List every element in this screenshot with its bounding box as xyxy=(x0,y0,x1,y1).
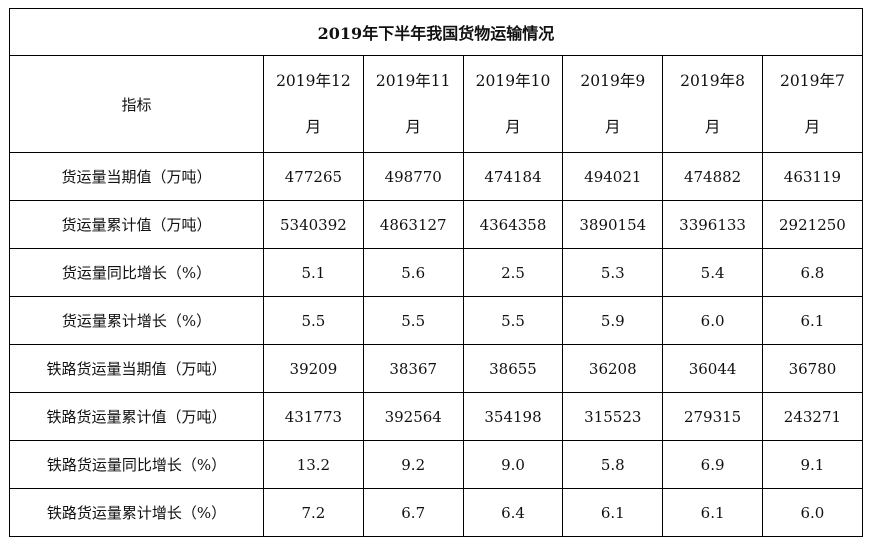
freight-table: 2019年下半年我国货物运输情况 指标 2019年12 月 2019年11 月 20… xyxy=(9,8,863,537)
table-cell: 431773 xyxy=(263,392,364,441)
table-cell: 39209 xyxy=(263,344,364,393)
table-cell: 6.0 xyxy=(662,296,763,345)
table-cell: 6.7 xyxy=(362,488,464,537)
table-cell: 2921250 xyxy=(761,200,863,249)
month-header-line2: 月 xyxy=(305,118,322,136)
table-cell: 9.0 xyxy=(462,440,564,489)
month-header-line2: 月 xyxy=(605,118,621,136)
table-cell: 392564 xyxy=(362,392,464,441)
table-cell: 474882 xyxy=(662,152,763,201)
table-cell: 5.4 xyxy=(662,248,763,297)
table-cell: 5.3 xyxy=(562,248,664,297)
row-label: 铁路货运量当期值（万吨） xyxy=(9,344,264,393)
month-header: 2019年11 月 xyxy=(362,55,464,153)
month-header: 2019年7 月 xyxy=(761,55,863,153)
table-cell: 463119 xyxy=(761,152,863,201)
table-cell: 3396133 xyxy=(662,200,763,249)
row-label: 铁路货运量累计值（万吨） xyxy=(9,392,264,441)
table-row: 货运量累计值（万吨） 5340392 4863127 4364358 3890154 33… xyxy=(9,200,863,249)
row-label: 货运量累计增长（%） xyxy=(9,296,264,345)
table-cell: 38367 xyxy=(362,344,464,393)
table-cell: 6.8 xyxy=(761,248,863,297)
month-header-line2: 月 xyxy=(804,118,821,136)
row-label: 铁路货运量同比增长（%） xyxy=(9,440,264,489)
table-cell: 4364358 xyxy=(462,200,564,249)
month-header-line1: 2019年8 xyxy=(680,72,745,90)
table-cell: 477265 xyxy=(263,152,364,201)
table-cell: 5.6 xyxy=(362,248,464,297)
table-title: 2019年下半年我国货物运输情况 xyxy=(9,8,863,56)
month-header-line1: 2019年12 xyxy=(276,72,351,90)
table-row: 铁路货运量当期值（万吨） 39209 38367 38655 36208 36044 367… xyxy=(9,344,863,393)
table-cell: 9.1 xyxy=(761,440,863,489)
table-cell: 36044 xyxy=(662,344,763,393)
table-cell: 4863127 xyxy=(362,200,464,249)
table-cell: 5.8 xyxy=(562,440,664,489)
table-cell: 243271 xyxy=(761,392,863,441)
table-cell: 38655 xyxy=(462,344,564,393)
month-header-line1: 2019年9 xyxy=(580,72,646,90)
table-row: 货运量累计增长（%） 5.5 5.5 5.5 5.9 6.0 6.1 xyxy=(9,296,863,345)
table-cell: 6.0 xyxy=(761,488,863,537)
month-header-line1: 2019年7 xyxy=(780,72,845,90)
freight-table-container: 2019年下半年我国货物运输情况 指标 2019年12 月 2019年11 月 20… xyxy=(9,8,863,537)
month-header-line1: 2019年11 xyxy=(375,72,451,90)
table-row: 铁路货运量累计值（万吨） 431773 392564 354198 315523 2793… xyxy=(9,392,863,441)
table-cell: 6.1 xyxy=(761,296,863,345)
table-cell: 474184 xyxy=(462,152,564,201)
month-header: 2019年10 月 xyxy=(462,55,564,153)
table-cell: 13.2 xyxy=(263,440,364,489)
table-cell: 5.5 xyxy=(362,296,464,345)
table-cell: 3890154 xyxy=(562,200,664,249)
month-header: 2019年8 月 xyxy=(662,55,763,153)
table-cell: 9.2 xyxy=(362,440,464,489)
table-cell: 5.5 xyxy=(263,296,364,345)
table-cell: 6.1 xyxy=(562,488,664,537)
table-cell: 6.9 xyxy=(662,440,763,489)
month-header-line2: 月 xyxy=(505,118,521,136)
table-cell: 5.1 xyxy=(263,248,364,297)
table-cell: 354198 xyxy=(462,392,564,441)
month-header-line1: 2019年10 xyxy=(475,72,551,90)
row-label: 货运量同比增长（%） xyxy=(9,248,264,297)
indicator-header: 指标 xyxy=(9,55,264,153)
table-row: 货运量当期值（万吨） 477265 498770 474184 494021 474882… xyxy=(9,152,863,201)
table-row: 货运量同比增长（%） 5.1 5.6 2.5 5.3 5.4 6.8 xyxy=(9,248,863,297)
table-cell: 2.5 xyxy=(462,248,564,297)
table-cell: 5340392 xyxy=(263,200,364,249)
row-label: 货运量累计值（万吨） xyxy=(9,200,264,249)
table-cell: 279315 xyxy=(662,392,763,441)
table-cell: 6.4 xyxy=(462,488,564,537)
row-label: 货运量当期值（万吨） xyxy=(9,152,264,201)
table-cell: 494021 xyxy=(562,152,664,201)
month-header-line2: 月 xyxy=(704,118,721,136)
table-title-row: 2019年下半年我国货物运输情况 xyxy=(9,8,863,56)
row-label: 铁路货运量累计增长（%） xyxy=(9,488,264,537)
month-header: 2019年9 月 xyxy=(562,55,664,153)
month-header-line2: 月 xyxy=(405,118,421,136)
table-cell: 498770 xyxy=(362,152,464,201)
table-cell: 6.1 xyxy=(662,488,763,537)
table-row: 铁路货运量同比增长（%） 13.2 9.2 9.0 5.8 6.9 9.1 xyxy=(9,440,863,489)
month-header: 2019年12 月 xyxy=(263,55,364,153)
table-cell: 315523 xyxy=(562,392,664,441)
table-cell: 36780 xyxy=(761,344,863,393)
table-row: 铁路货运量累计增长（%） 7.2 6.7 6.4 6.1 6.1 6.0 xyxy=(9,488,863,537)
table-cell: 7.2 xyxy=(263,488,364,537)
table-cell: 5.9 xyxy=(562,296,664,345)
table-cell: 36208 xyxy=(562,344,664,393)
table-header-row: 指标 2019年12 月 2019年11 月 2019年10 月 2019年9 月 20… xyxy=(9,55,863,153)
table-cell: 5.5 xyxy=(462,296,564,345)
